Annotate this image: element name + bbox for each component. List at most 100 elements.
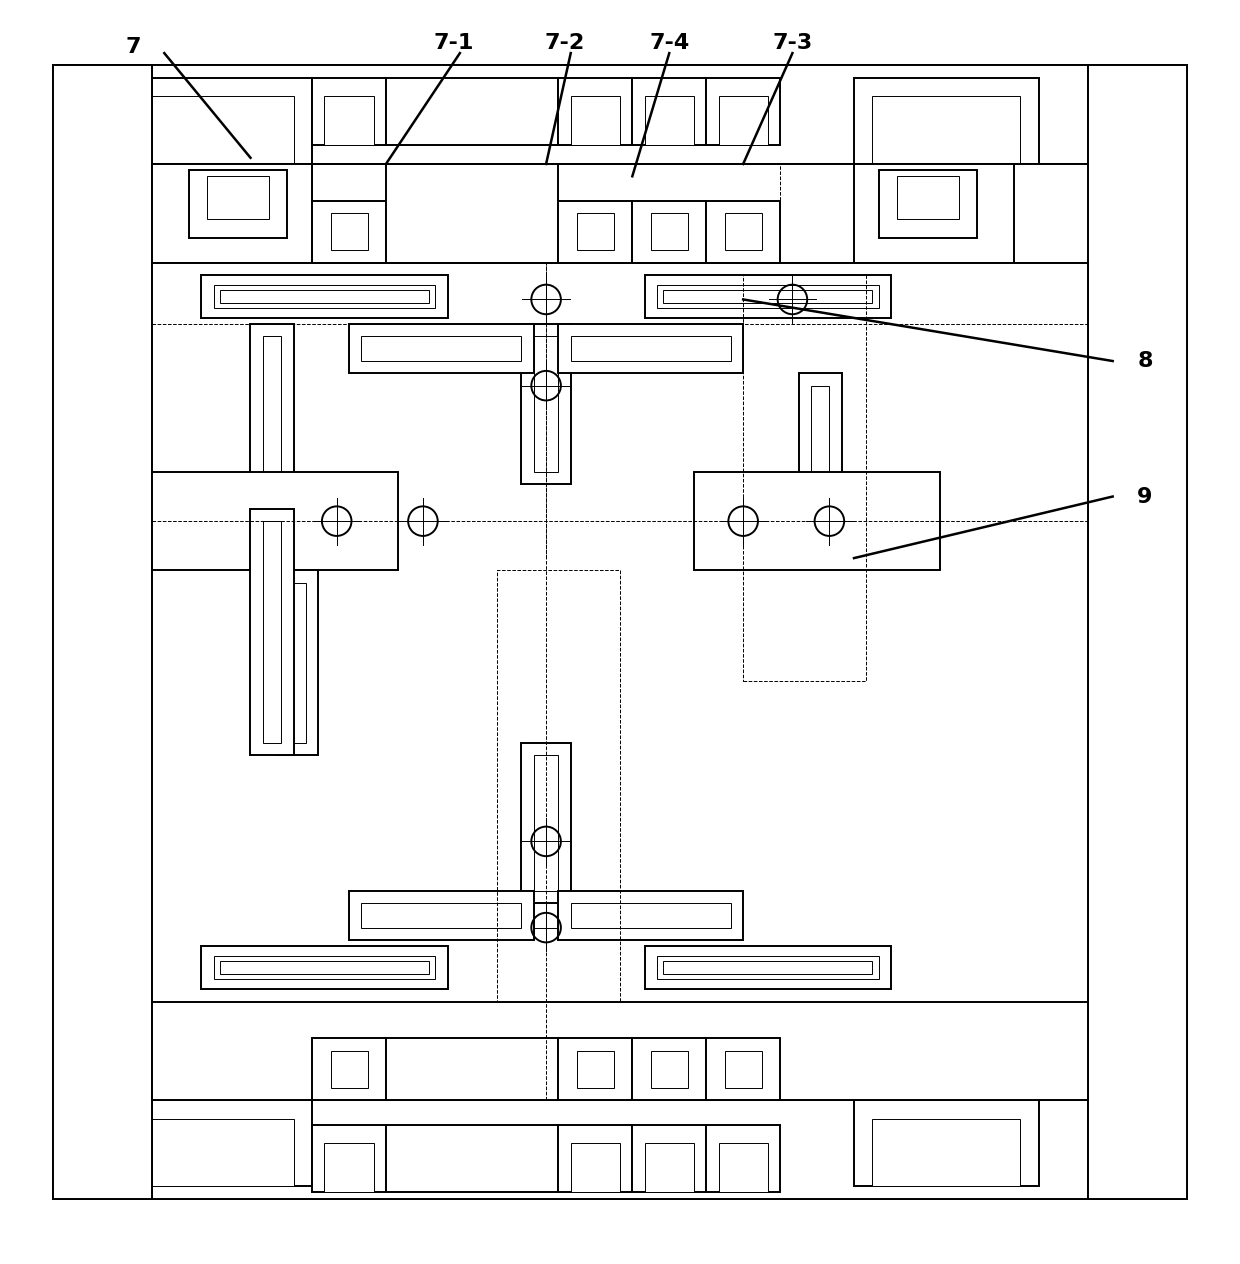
Bar xyxy=(570,336,730,362)
Bar xyxy=(250,324,294,509)
Text: 7-2: 7-2 xyxy=(544,33,585,53)
Bar xyxy=(663,961,873,975)
Bar xyxy=(153,1001,1087,1100)
Bar xyxy=(558,1125,632,1192)
Bar xyxy=(128,78,312,164)
Bar xyxy=(386,1125,558,1192)
Bar xyxy=(577,214,614,250)
Bar xyxy=(1112,471,1180,546)
Text: 7-1: 7-1 xyxy=(434,33,474,53)
Bar xyxy=(263,521,281,743)
Bar xyxy=(146,1119,294,1186)
Bar xyxy=(577,1050,614,1088)
Bar xyxy=(207,176,269,220)
Bar xyxy=(219,961,429,975)
Bar xyxy=(811,386,830,546)
Bar xyxy=(188,171,288,238)
Bar xyxy=(312,164,780,263)
Bar xyxy=(632,201,707,263)
Bar xyxy=(632,1039,707,1100)
Bar xyxy=(60,546,128,608)
Bar xyxy=(873,96,1021,164)
Bar xyxy=(663,289,873,303)
Bar xyxy=(53,1100,1187,1198)
Bar xyxy=(522,324,570,484)
Bar xyxy=(201,945,448,990)
Bar xyxy=(1094,214,1180,398)
Bar xyxy=(1094,940,1180,1125)
Bar xyxy=(879,171,977,238)
Bar xyxy=(651,1050,688,1088)
Bar xyxy=(854,78,1039,164)
Bar xyxy=(386,164,558,263)
Bar xyxy=(645,945,892,990)
Bar xyxy=(707,1125,780,1192)
Bar xyxy=(386,78,558,145)
Bar xyxy=(66,940,153,1125)
Bar xyxy=(873,1119,1021,1186)
Bar xyxy=(1087,66,1187,1198)
Bar xyxy=(651,214,688,250)
Bar xyxy=(153,164,312,263)
Bar xyxy=(718,1143,768,1192)
Bar xyxy=(53,1001,1187,1100)
Bar xyxy=(312,78,386,145)
Bar xyxy=(645,96,694,145)
Bar xyxy=(361,336,522,362)
FancyBboxPatch shape xyxy=(53,66,1187,1198)
Text: 9: 9 xyxy=(1137,487,1153,507)
Text: 7: 7 xyxy=(125,37,141,57)
Bar xyxy=(645,1143,694,1192)
Bar xyxy=(570,902,730,928)
Bar xyxy=(694,471,940,570)
Bar xyxy=(854,1100,1039,1186)
Bar xyxy=(128,1100,312,1186)
Bar xyxy=(331,214,367,250)
Bar xyxy=(497,570,620,1001)
Bar xyxy=(312,201,386,263)
Bar xyxy=(60,619,128,694)
Bar xyxy=(558,891,743,940)
Bar xyxy=(707,1039,780,1100)
Bar xyxy=(250,509,294,755)
Bar xyxy=(558,324,743,373)
Bar xyxy=(146,96,294,164)
Bar xyxy=(522,743,570,902)
Bar xyxy=(707,201,780,263)
Bar xyxy=(153,263,1087,1100)
Bar xyxy=(632,1125,707,1192)
Bar xyxy=(1112,958,1180,1106)
Bar xyxy=(1112,546,1180,608)
Bar xyxy=(1112,619,1180,694)
Bar xyxy=(558,201,632,263)
Bar xyxy=(53,66,1187,164)
Bar xyxy=(386,1039,558,1100)
Bar xyxy=(707,78,780,145)
Bar xyxy=(53,164,1187,263)
Bar xyxy=(348,891,533,940)
Text: 7-4: 7-4 xyxy=(650,33,689,53)
Bar xyxy=(570,1143,620,1192)
Bar xyxy=(263,336,281,497)
Text: 7-3: 7-3 xyxy=(773,33,812,53)
Bar xyxy=(645,274,892,319)
Text: 8: 8 xyxy=(1137,351,1153,372)
Bar xyxy=(66,214,153,398)
Bar xyxy=(743,274,867,681)
Bar xyxy=(718,96,768,145)
Bar xyxy=(213,956,435,980)
Bar xyxy=(854,164,1014,263)
Bar xyxy=(312,1125,386,1192)
Bar xyxy=(213,284,435,308)
Bar xyxy=(533,336,558,471)
Bar xyxy=(331,1050,367,1088)
Bar xyxy=(275,570,319,755)
Bar xyxy=(66,231,134,379)
Bar xyxy=(66,958,134,1106)
Bar xyxy=(724,1050,761,1088)
Bar xyxy=(312,1039,386,1100)
Bar xyxy=(570,96,620,145)
Bar xyxy=(799,373,842,559)
Bar xyxy=(724,214,761,250)
Bar xyxy=(558,78,632,145)
